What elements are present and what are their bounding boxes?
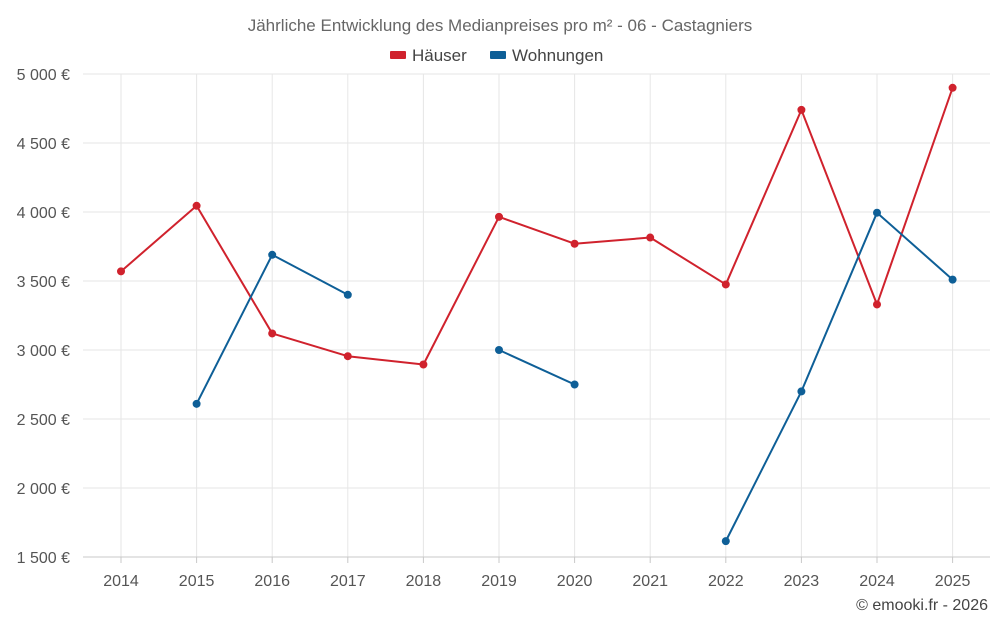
series-0 bbox=[117, 83, 957, 369]
data-point[interactable] bbox=[495, 212, 503, 221]
x-tick-label: 2016 bbox=[254, 573, 290, 590]
x-tick-label: 2017 bbox=[330, 573, 366, 590]
legend-label: Häuser bbox=[412, 46, 467, 65]
x-tick-label: 2025 bbox=[935, 573, 971, 590]
x-tick-label: 2023 bbox=[784, 573, 820, 590]
axes: 1 500 € 2 000 € 2 500 € 3 000 € 3 500 € 4 000… bbox=[17, 67, 990, 590]
x-tick-label: 2020 bbox=[557, 573, 593, 590]
data-point[interactable] bbox=[948, 83, 957, 92]
series-layer bbox=[117, 83, 957, 546]
x-tick-label: 2014 bbox=[103, 573, 139, 590]
series-line bbox=[498, 349, 576, 386]
chart-title: Jährliche Entwicklung des Medianpreises … bbox=[248, 16, 753, 35]
y-tick-label: 3 000 € bbox=[17, 343, 70, 360]
legend-item[interactable]: Häuser bbox=[390, 46, 467, 65]
x-tick-label: 2015 bbox=[179, 573, 215, 590]
data-point[interactable] bbox=[268, 250, 277, 259]
data-point[interactable] bbox=[495, 346, 503, 354]
series-line bbox=[724, 211, 954, 542]
legend-swatch bbox=[390, 51, 406, 59]
data-point[interactable] bbox=[797, 105, 806, 114]
data-point[interactable] bbox=[570, 380, 579, 389]
credit-text: © emooki.fr - 2026 bbox=[856, 597, 988, 614]
data-point[interactable] bbox=[419, 360, 428, 369]
legend-item[interactable]: Wohnungen bbox=[490, 46, 603, 65]
data-point[interactable] bbox=[570, 239, 579, 248]
y-tick-label: 2 500 € bbox=[17, 412, 70, 429]
y-tick-label: 3 500 € bbox=[17, 274, 70, 291]
y-tick-label: 4 000 € bbox=[17, 205, 70, 222]
data-point[interactable] bbox=[343, 352, 352, 361]
x-tick-label: 2021 bbox=[632, 573, 668, 590]
legend-label: Wohnungen bbox=[512, 46, 603, 65]
data-point[interactable] bbox=[721, 537, 730, 546]
legend-swatch bbox=[490, 51, 506, 59]
data-point[interactable] bbox=[797, 387, 806, 396]
data-point[interactable] bbox=[192, 201, 201, 210]
y-tick-label: 2 000 € bbox=[17, 481, 70, 498]
x-tick-label: 2022 bbox=[708, 573, 744, 590]
data-point[interactable] bbox=[117, 267, 125, 276]
data-point[interactable] bbox=[873, 208, 881, 217]
data-point[interactable] bbox=[948, 275, 957, 284]
data-point[interactable] bbox=[721, 280, 730, 289]
x-tick-label: 2024 bbox=[859, 573, 895, 590]
y-tick-label: 5 000 € bbox=[17, 67, 70, 84]
series-line bbox=[120, 87, 954, 366]
series-1 bbox=[192, 208, 957, 546]
data-point[interactable] bbox=[873, 300, 881, 309]
y-tick-label: 4 500 € bbox=[17, 136, 70, 153]
x-tick-label: 2019 bbox=[481, 573, 517, 590]
data-point[interactable] bbox=[343, 290, 352, 299]
data-point[interactable] bbox=[268, 329, 277, 338]
legend[interactable]: Häuser Wohnungen bbox=[390, 46, 603, 65]
x-tick-label: 2018 bbox=[406, 573, 442, 590]
data-point[interactable] bbox=[646, 233, 655, 242]
data-point[interactable] bbox=[192, 399, 201, 408]
grid bbox=[83, 73, 990, 557]
y-tick-label: 1 500 € bbox=[17, 550, 70, 567]
